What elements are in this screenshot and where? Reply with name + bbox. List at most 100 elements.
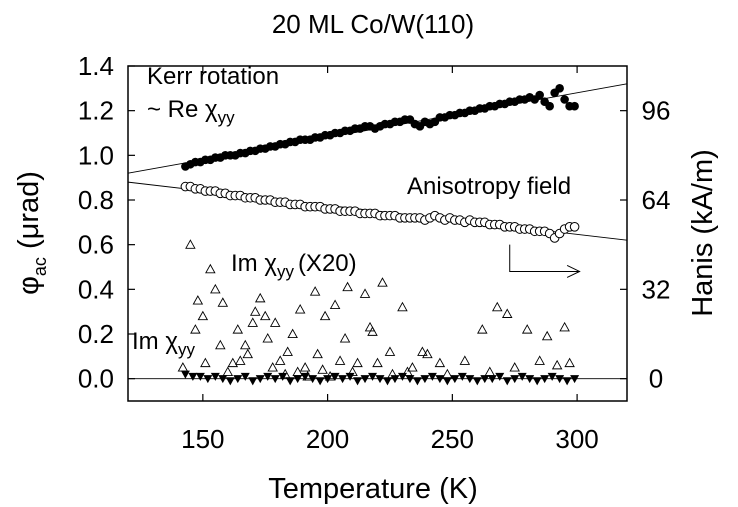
y-tick-label: 0.0 [78, 364, 114, 394]
point-im-chi [397, 372, 407, 381]
point-im-chi [180, 370, 190, 379]
point-im-chi-x20 [197, 310, 209, 321]
point-im-chi-x20 [317, 364, 328, 374]
point-im-chi-x20 [185, 239, 196, 249]
point-im-chi-x20 [205, 263, 216, 274]
point-im-chi-x20 [312, 348, 323, 359]
point-im-chi-x20 [287, 328, 298, 339]
point-im-chi-x20 [215, 339, 226, 350]
point-im-chi [375, 375, 385, 384]
point-im-chi [188, 372, 198, 381]
y-axis-label-sub: ac [30, 257, 50, 276]
point-im-chi [570, 375, 580, 384]
annotation-re-chi: ~ Re χyy [147, 96, 235, 127]
point-im-chi [338, 375, 348, 384]
point-im-chi-x20 [442, 368, 453, 379]
point-im-chi [517, 372, 527, 381]
point-im-chi [532, 377, 542, 386]
point-im-chi-x20 [242, 348, 254, 359]
y-tick-label: 0.6 [78, 230, 114, 260]
point-im-chi-x20 [352, 357, 363, 368]
point-im-chi [427, 372, 437, 381]
annotation-im-chi: Im χyy [132, 328, 195, 359]
annotation-re-chi-sub: yy [218, 108, 236, 127]
point-im-chi-x20 [247, 317, 259, 327]
point-im-chi-x20 [422, 348, 433, 359]
point-im-chi-x20 [484, 366, 496, 377]
annotation-im-chi-x20-main: Im χ [231, 250, 277, 277]
point-im-chi-x20 [309, 286, 321, 296]
point-im-chi-x20 [200, 357, 211, 368]
y2-axis-label: Hanis (kA/m) [687, 149, 719, 317]
point-im-chi [323, 375, 333, 384]
point-kerr [570, 101, 579, 111]
point-kerr [545, 101, 554, 111]
point-im-chi [210, 372, 220, 381]
y-axis-label-main: φ [13, 276, 45, 295]
point-im-chi-x20 [364, 321, 376, 332]
point-im-chi-x20 [491, 301, 503, 312]
point-im-chi-x20 [541, 330, 553, 341]
point-im-chi [562, 377, 572, 386]
point-im-chi [255, 375, 265, 384]
annotation-kerr-rotation: Kerr rotation [147, 63, 279, 90]
point-im-chi-x20 [217, 297, 229, 307]
point-im-chi [270, 375, 280, 384]
point-kerr [560, 95, 569, 104]
point-im-chi-x20 [417, 346, 428, 356]
y2-tick-label: 0 [649, 364, 663, 394]
point-im-chi-x20 [501, 308, 513, 318]
point-im-chi-x20 [222, 366, 234, 377]
point-im-chi-x20 [190, 324, 201, 334]
point-im-chi [293, 375, 303, 384]
point-im-chi-x20 [367, 326, 378, 336]
y-axis-label: φac (μrad) [13, 171, 50, 295]
point-im-chi [330, 372, 340, 381]
annotation-re-chi-main: ~ Re χ [147, 96, 218, 123]
point-im-chi [368, 372, 378, 381]
point-im-chi-x20 [235, 355, 246, 365]
point-im-chi-x20 [342, 281, 353, 292]
point-im-chi-x20 [407, 362, 418, 372]
point-im-chi-x20 [249, 306, 261, 316]
point-im-chi [457, 372, 467, 381]
point-im-chi-x20 [339, 333, 351, 343]
point-im-chi [278, 372, 288, 381]
point-im-chi [203, 375, 213, 384]
point-im-chi-x20 [232, 324, 244, 334]
point-im-chi-x20 [564, 357, 575, 368]
x-axis-label: Temperature (K) [268, 473, 478, 505]
point-im-chi [300, 372, 310, 381]
y-tick-label: 1.4 [78, 51, 114, 81]
x-tick-label: 250 [431, 424, 474, 454]
point-im-chi-x20 [384, 346, 396, 356]
point-im-chi [285, 377, 295, 386]
point-im-chi [382, 377, 392, 386]
point-im-chi [195, 372, 205, 381]
point-im-chi [263, 372, 273, 381]
point-im-chi-x20 [329, 299, 341, 310]
point-im-chi [218, 375, 228, 384]
point-im-chi [450, 375, 460, 384]
point-im-chi-x20 [294, 304, 306, 314]
point-im-chi [435, 375, 445, 384]
point-im-chi [555, 375, 565, 384]
point-im-chi-x20 [192, 295, 204, 305]
point-im-chi [465, 375, 475, 384]
point-im-chi-x20 [282, 346, 293, 356]
point-im-chi [315, 377, 325, 386]
point-im-chi-x20 [210, 283, 221, 294]
point-im-chi [547, 372, 557, 381]
data-points [177, 84, 580, 386]
point-im-chi [390, 375, 400, 384]
axis-arrow-head [566, 265, 581, 278]
y-axis-label-unit: (μrad) [13, 171, 45, 257]
point-im-chi-x20 [177, 362, 189, 372]
point-im-chi-x20 [334, 355, 346, 365]
point-im-chi-x20 [551, 359, 563, 370]
point-im-chi [420, 375, 430, 384]
point-im-chi-x20 [240, 339, 251, 350]
x-tick-label: 150 [181, 424, 224, 454]
y-tick-label: 0.2 [78, 319, 114, 349]
point-im-chi-x20 [377, 277, 388, 287]
